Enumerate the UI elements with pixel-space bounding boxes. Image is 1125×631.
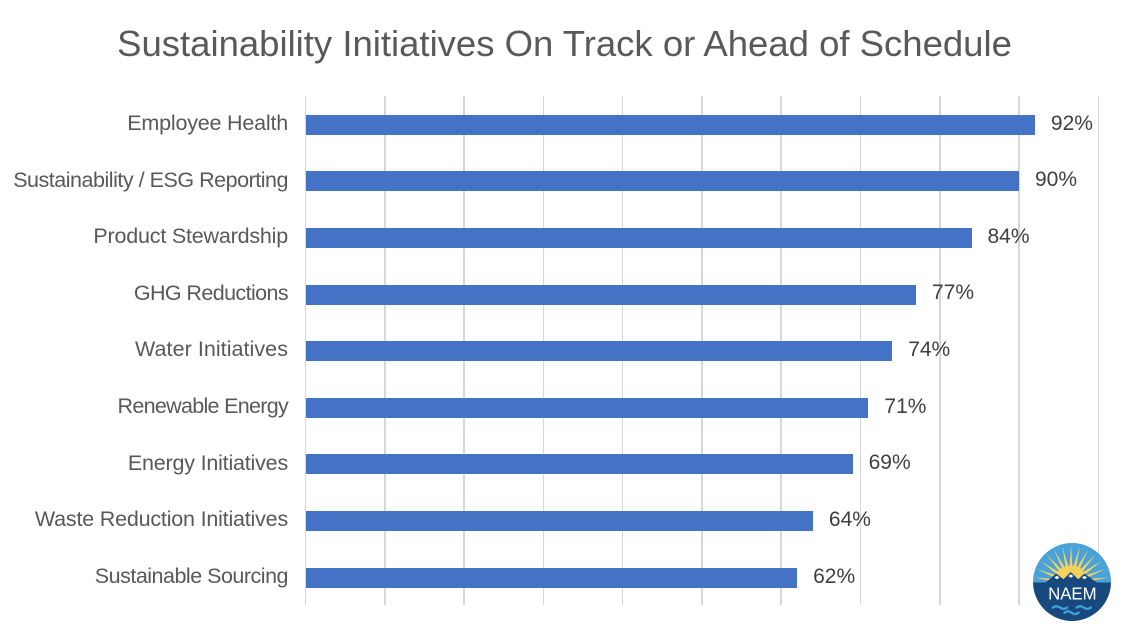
svg-text:NAEM: NAEM bbox=[1048, 584, 1097, 604]
